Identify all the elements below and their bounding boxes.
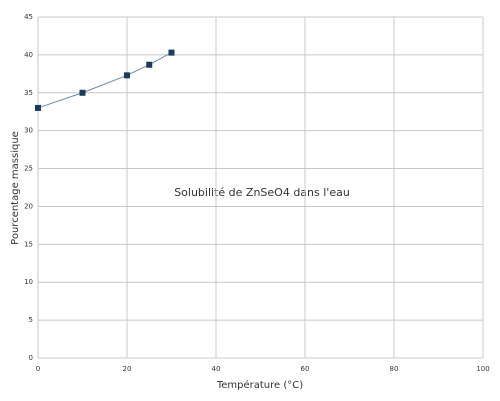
y-tick-label: 15 — [24, 240, 33, 248]
x-tick-label: 80 — [390, 365, 399, 373]
y-tick-label: 30 — [24, 127, 33, 135]
series-line — [37, 52, 172, 109]
data-point — [79, 89, 86, 96]
y-tick-label: 0 — [29, 354, 33, 362]
y-tick-label: 40 — [24, 51, 33, 59]
y-tick-label: 20 — [24, 202, 33, 210]
data-point — [124, 72, 130, 79]
x-axis-label: Température (°C) — [216, 379, 303, 391]
data-point — [35, 104, 41, 111]
data-point — [146, 61, 153, 68]
chart-title: Solubilité de ZnSeO4 dans l'eau — [174, 186, 350, 199]
x-tick-label: 60 — [301, 365, 310, 373]
y-tick-label: 5 — [29, 316, 33, 324]
y-tick-label: 25 — [24, 165, 33, 173]
y-tick-label: 35 — [24, 89, 33, 97]
data-point — [168, 49, 175, 56]
y-tick-label: 10 — [24, 278, 33, 286]
y-axis-label: Pourcentage massique — [10, 131, 21, 245]
x-tick-label: 100 — [476, 365, 489, 373]
x-tick-label: 40 — [212, 365, 221, 373]
x-tick-label: 20 — [123, 365, 132, 373]
y-tick-label: 45 — [24, 13, 33, 21]
x-tick-label: 0 — [36, 365, 40, 373]
